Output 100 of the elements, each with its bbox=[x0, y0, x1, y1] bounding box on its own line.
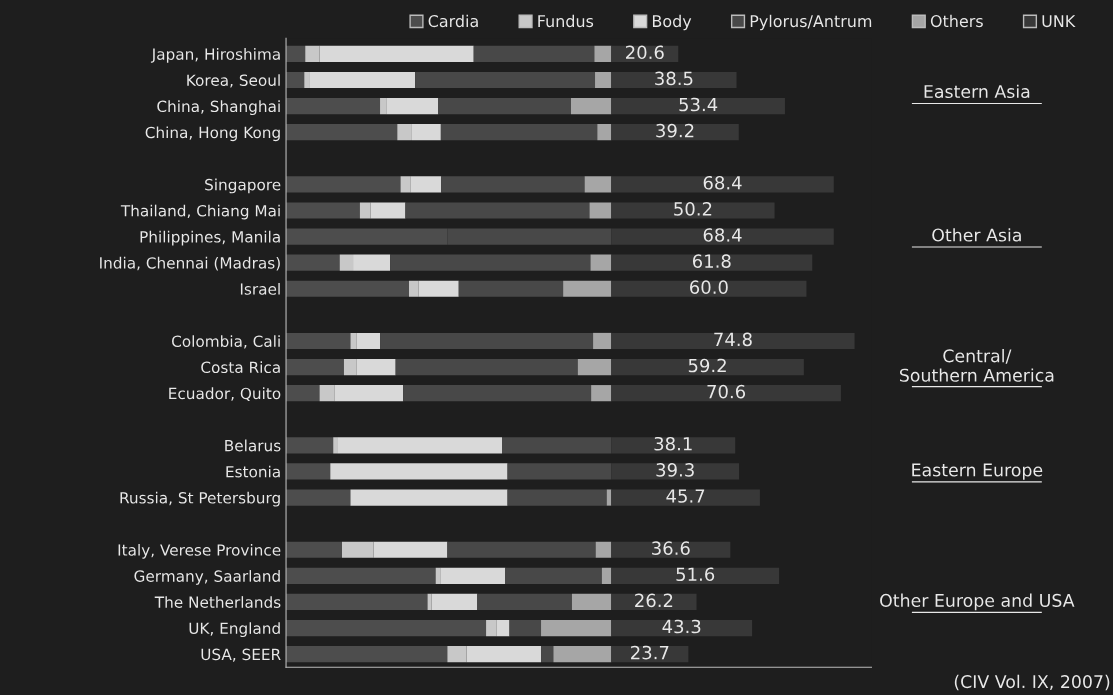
bar bbox=[356, 332, 381, 350]
bar bbox=[611, 254, 813, 271]
bar bbox=[286, 45, 306, 62]
bar bbox=[411, 124, 441, 141]
bar bbox=[319, 385, 335, 402]
bar bbox=[541, 619, 612, 637]
bar bbox=[390, 254, 591, 271]
bar bbox=[553, 646, 612, 663]
bar bbox=[286, 489, 351, 506]
data-label: 59.2 bbox=[688, 358, 726, 373]
data-label: 68.4 bbox=[703, 228, 742, 242]
bar bbox=[541, 646, 554, 663]
bar bbox=[597, 124, 612, 141]
bar bbox=[611, 541, 731, 558]
legend-label: UNK bbox=[1042, 15, 1076, 28]
y-tick-label: Italy, Verese Province bbox=[118, 543, 281, 559]
y-tick-label: China, Shanghai bbox=[157, 100, 280, 116]
bar bbox=[595, 71, 612, 89]
bar bbox=[563, 280, 612, 297]
bar bbox=[502, 437, 612, 454]
text: (CIV Vol. IX, 2007) bbox=[954, 674, 1110, 691]
y-tick-label: Korea, Seoul bbox=[187, 74, 280, 88]
y-tick-label: The Netherlands bbox=[154, 596, 281, 608]
bar bbox=[333, 437, 338, 454]
bar bbox=[458, 280, 564, 297]
y-tick-label: Colombia, Cali bbox=[172, 335, 280, 349]
bar bbox=[286, 202, 360, 219]
bar bbox=[496, 619, 510, 637]
bar bbox=[286, 437, 334, 454]
bar bbox=[386, 97, 439, 115]
bar bbox=[418, 280, 459, 297]
bar bbox=[611, 97, 785, 115]
bar bbox=[339, 254, 354, 271]
bar bbox=[507, 489, 607, 506]
bar bbox=[350, 489, 508, 506]
bar bbox=[589, 202, 612, 219]
bar bbox=[611, 124, 739, 141]
bar bbox=[473, 45, 595, 62]
y-tick-label: China, Hong Kong bbox=[145, 126, 280, 142]
bar bbox=[611, 332, 855, 350]
bar bbox=[410, 176, 442, 193]
data-label: 36.6 bbox=[652, 541, 690, 555]
bar bbox=[431, 593, 478, 611]
bar bbox=[611, 228, 834, 245]
legend-label: Fundus bbox=[538, 14, 594, 28]
bar bbox=[415, 71, 596, 89]
bar bbox=[334, 385, 404, 402]
bar bbox=[486, 619, 497, 637]
y-tick-label: Ecuador, Quito bbox=[169, 387, 281, 401]
bar bbox=[356, 358, 396, 376]
bar bbox=[330, 463, 508, 480]
bar bbox=[380, 332, 594, 350]
bar bbox=[593, 332, 612, 350]
bar bbox=[286, 176, 401, 193]
y-tick-label: UK, England bbox=[189, 622, 280, 638]
text: Other Asia bbox=[932, 228, 1021, 242]
bar bbox=[341, 541, 374, 558]
bar bbox=[606, 489, 612, 506]
bar bbox=[286, 254, 340, 271]
bar bbox=[353, 254, 391, 271]
bar bbox=[611, 358, 804, 376]
bar bbox=[611, 202, 775, 219]
bar bbox=[594, 45, 612, 62]
bar bbox=[305, 45, 320, 62]
bar bbox=[286, 71, 305, 89]
data-label: 38.1 bbox=[654, 436, 692, 451]
bar bbox=[611, 567, 780, 584]
bar bbox=[400, 176, 411, 193]
bar bbox=[584, 176, 612, 193]
bar bbox=[286, 619, 487, 637]
bar bbox=[611, 71, 737, 89]
bar bbox=[507, 463, 612, 480]
bar bbox=[447, 646, 467, 663]
y-tick-label: Belarus bbox=[225, 439, 281, 452]
data-label: 38.5 bbox=[655, 71, 693, 86]
bar bbox=[611, 437, 736, 454]
bar bbox=[286, 280, 409, 297]
data-label: 68.4 bbox=[703, 175, 742, 190]
y-tick-label: Philippines, Manila bbox=[140, 230, 280, 246]
y-tick-label: Germany, Saarland bbox=[134, 570, 280, 585]
bar bbox=[370, 202, 406, 219]
data-label: 23.7 bbox=[631, 645, 669, 660]
data-label: 39.3 bbox=[656, 463, 694, 477]
bar bbox=[337, 437, 502, 454]
y-tick-label: Estonia bbox=[226, 465, 280, 478]
y-tick-label: Russia, St Petersburg bbox=[120, 491, 280, 507]
bar bbox=[466, 646, 542, 663]
bar bbox=[286, 385, 320, 402]
bar bbox=[395, 358, 578, 376]
bar bbox=[477, 593, 572, 611]
bar bbox=[286, 358, 344, 376]
y-tick-label: Costa Rica bbox=[201, 361, 280, 374]
text: Eastern Asia bbox=[924, 84, 1030, 99]
y-tick-label: Japan, Hiroshima bbox=[150, 48, 280, 63]
bar bbox=[505, 567, 602, 584]
bar bbox=[286, 646, 448, 663]
bar bbox=[611, 176, 834, 193]
legend-label: Cardia bbox=[428, 14, 478, 28]
bar bbox=[438, 97, 571, 115]
data-label: 50.2 bbox=[674, 202, 712, 216]
